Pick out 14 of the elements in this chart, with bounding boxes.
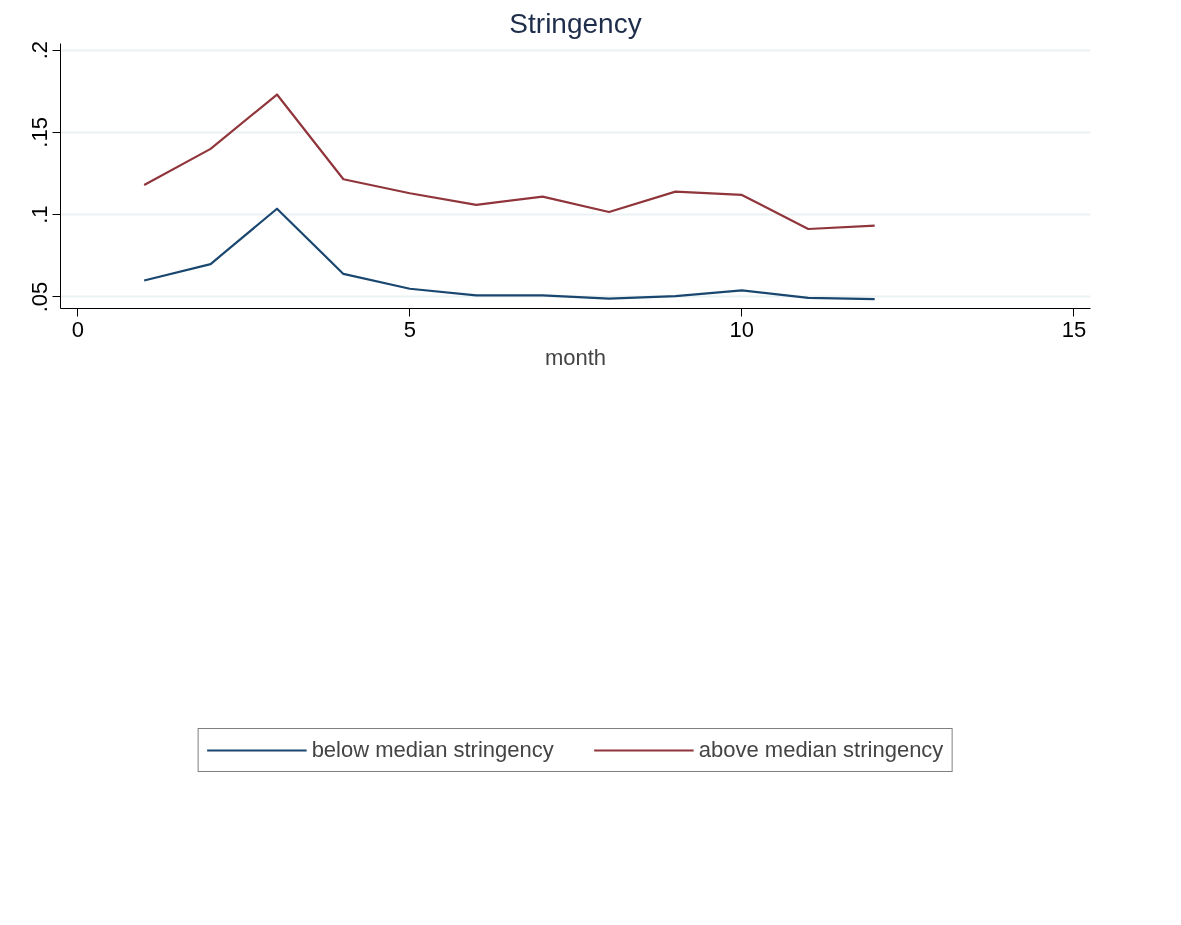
legend-label: below median stringency bbox=[311, 736, 554, 763]
y-tick-label: .05 bbox=[27, 281, 53, 313]
x-tick-label: 5 bbox=[403, 316, 416, 342]
y-tick-label: .2 bbox=[27, 40, 53, 60]
x-axis-title: month bbox=[544, 344, 607, 370]
legend-label: above median stringency bbox=[698, 736, 944, 763]
y-tick-label: .1 bbox=[27, 205, 53, 224]
y-tick-label: .15 bbox=[27, 117, 53, 148]
x-tick-label: 15 bbox=[1061, 316, 1087, 342]
x-tick-label: 10 bbox=[729, 316, 755, 342]
chart-title: Stringency bbox=[509, 7, 642, 39]
line-series bbox=[143, 93, 876, 231]
x-tick-label: 0 bbox=[71, 316, 84, 342]
line-series bbox=[143, 207, 876, 301]
